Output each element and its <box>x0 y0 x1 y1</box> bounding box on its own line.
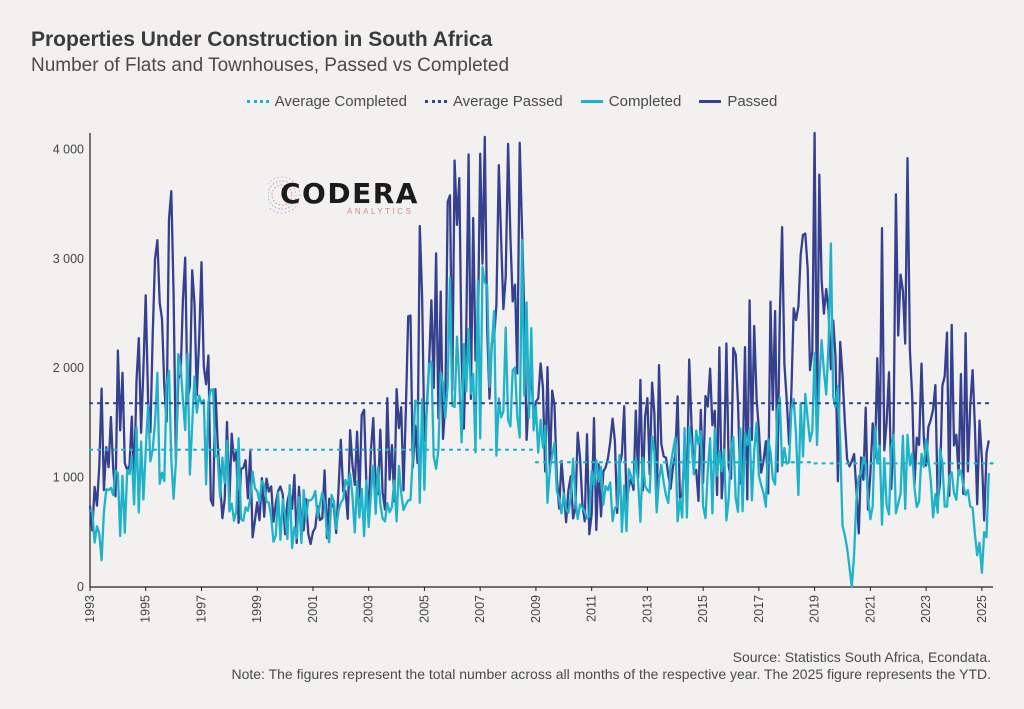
x-tick-label: 2009 <box>529 595 543 623</box>
logo-subtext: ANALYTICS <box>347 207 414 216</box>
y-tick-label: 1 000 <box>53 471 84 485</box>
x-tick-label: 2021 <box>863 595 877 623</box>
x-tick-label: 2013 <box>640 595 654 623</box>
legend-label-average-passed: Average Passed <box>452 93 563 110</box>
x-tick-label: 2023 <box>919 595 933 623</box>
legend-swatch-average-completed <box>246 100 269 103</box>
legend-item-average-completed[interactable]: Average Completed <box>246 93 407 110</box>
x-tick-label: 2003 <box>362 595 376 623</box>
x-tick-label: 1995 <box>139 595 153 623</box>
chart-title: Properties Under Construction in South A… <box>31 28 493 51</box>
legend-item-average-passed[interactable]: Average Passed <box>424 93 563 110</box>
legend-swatch-completed <box>580 100 603 103</box>
y-tick-label: 4 000 <box>53 142 84 156</box>
x-tick-label: 1999 <box>250 595 264 623</box>
x-tick-label: 1997 <box>194 595 208 623</box>
chart-subtitle: Number of Flats and Townhouses, Passed v… <box>31 55 510 76</box>
logo-wordmark: CODERA <box>280 177 419 210</box>
x-tick-label: 2005 <box>417 595 431 623</box>
x-tick-label: 2001 <box>306 595 320 623</box>
legend-item-passed[interactable]: Passed <box>699 93 777 110</box>
legend-swatch-passed <box>699 100 722 103</box>
legend: Average Completed Average Passed Complet… <box>0 93 1024 110</box>
legend-label-completed: Completed <box>608 93 682 110</box>
legend-label-average-completed: Average Completed <box>274 93 407 110</box>
legend-item-completed[interactable]: Completed <box>580 93 682 110</box>
legend-label-passed: Passed <box>727 93 778 110</box>
series-completed-line <box>89 239 990 589</box>
source-note: Source: Statistics South Africa, Econdat… <box>732 649 991 665</box>
x-tick-label: 2019 <box>808 595 822 623</box>
x-tick-label: 2015 <box>696 595 710 623</box>
y-tick-label: 3 000 <box>53 252 84 266</box>
x-tick-label: 2025 <box>975 595 989 623</box>
x-tick-label: 2007 <box>473 595 487 623</box>
x-tick-label: 2011 <box>585 595 599 622</box>
y-tick-label: 2 000 <box>53 361 84 375</box>
y-tick-label: 0 <box>77 580 84 594</box>
codera-logo-mark <box>268 176 301 214</box>
footnote: Note: The figures represent the total nu… <box>231 666 991 682</box>
chart-footer: Source: Statistics South Africa, Econdat… <box>231 649 991 683</box>
x-tick-label: 2017 <box>752 595 766 623</box>
legend-swatch-average-passed <box>424 100 447 103</box>
x-tick-label: 1993 <box>83 595 97 623</box>
